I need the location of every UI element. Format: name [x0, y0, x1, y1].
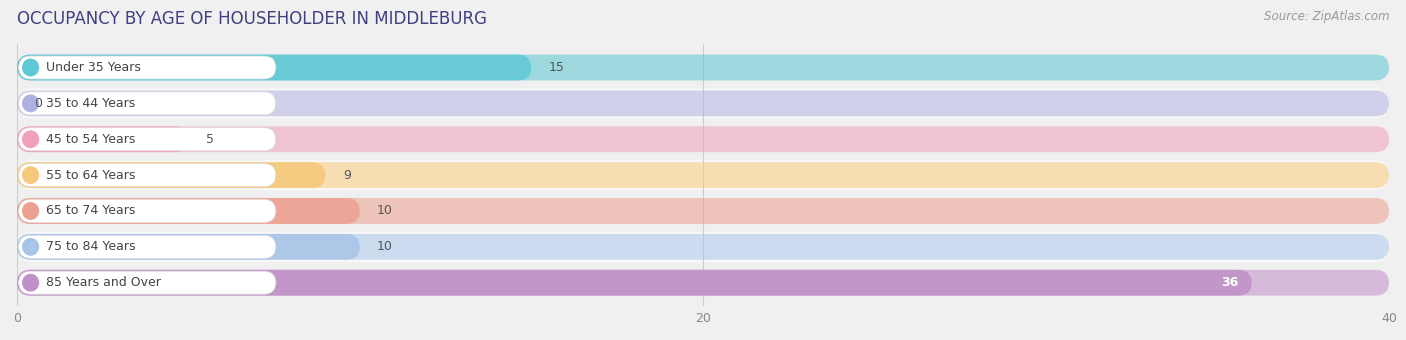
- Text: 10: 10: [377, 240, 392, 253]
- FancyBboxPatch shape: [18, 164, 276, 187]
- Text: 0: 0: [34, 97, 42, 110]
- FancyBboxPatch shape: [18, 271, 276, 294]
- FancyBboxPatch shape: [17, 196, 1389, 226]
- FancyBboxPatch shape: [17, 160, 1389, 190]
- FancyBboxPatch shape: [17, 126, 188, 152]
- FancyBboxPatch shape: [17, 55, 531, 81]
- Text: 36: 36: [1220, 276, 1239, 289]
- Text: 35 to 44 Years: 35 to 44 Years: [46, 97, 135, 110]
- Text: 75 to 84 Years: 75 to 84 Years: [46, 240, 135, 253]
- FancyBboxPatch shape: [17, 126, 1389, 152]
- FancyBboxPatch shape: [17, 124, 1389, 154]
- FancyBboxPatch shape: [17, 234, 360, 260]
- FancyBboxPatch shape: [17, 90, 1389, 116]
- Text: 10: 10: [377, 204, 392, 218]
- FancyBboxPatch shape: [17, 52, 1389, 83]
- FancyBboxPatch shape: [18, 56, 276, 79]
- FancyBboxPatch shape: [17, 162, 1389, 188]
- Circle shape: [22, 95, 38, 112]
- FancyBboxPatch shape: [18, 92, 276, 115]
- Text: 15: 15: [548, 61, 564, 74]
- FancyBboxPatch shape: [18, 235, 276, 258]
- FancyBboxPatch shape: [17, 88, 1389, 118]
- Circle shape: [22, 131, 38, 148]
- FancyBboxPatch shape: [17, 268, 1389, 298]
- Circle shape: [22, 203, 38, 219]
- Text: 45 to 54 Years: 45 to 54 Years: [46, 133, 135, 146]
- Text: Under 35 Years: Under 35 Years: [46, 61, 141, 74]
- FancyBboxPatch shape: [17, 270, 1251, 295]
- Text: 85 Years and Over: 85 Years and Over: [46, 276, 160, 289]
- Circle shape: [22, 167, 38, 183]
- Circle shape: [22, 59, 38, 76]
- Circle shape: [22, 239, 38, 255]
- FancyBboxPatch shape: [17, 232, 1389, 262]
- FancyBboxPatch shape: [17, 270, 1389, 295]
- FancyBboxPatch shape: [17, 55, 1389, 81]
- Text: Source: ZipAtlas.com: Source: ZipAtlas.com: [1264, 10, 1389, 23]
- FancyBboxPatch shape: [18, 128, 276, 151]
- FancyBboxPatch shape: [17, 198, 1389, 224]
- FancyBboxPatch shape: [17, 162, 326, 188]
- FancyBboxPatch shape: [18, 200, 276, 222]
- Text: 5: 5: [205, 133, 214, 146]
- Text: 55 to 64 Years: 55 to 64 Years: [46, 169, 135, 182]
- Text: OCCUPANCY BY AGE OF HOUSEHOLDER IN MIDDLEBURG: OCCUPANCY BY AGE OF HOUSEHOLDER IN MIDDL…: [17, 10, 486, 28]
- Circle shape: [22, 274, 38, 291]
- FancyBboxPatch shape: [17, 198, 360, 224]
- FancyBboxPatch shape: [17, 234, 1389, 260]
- Text: 65 to 74 Years: 65 to 74 Years: [46, 204, 135, 218]
- Text: 9: 9: [343, 169, 350, 182]
